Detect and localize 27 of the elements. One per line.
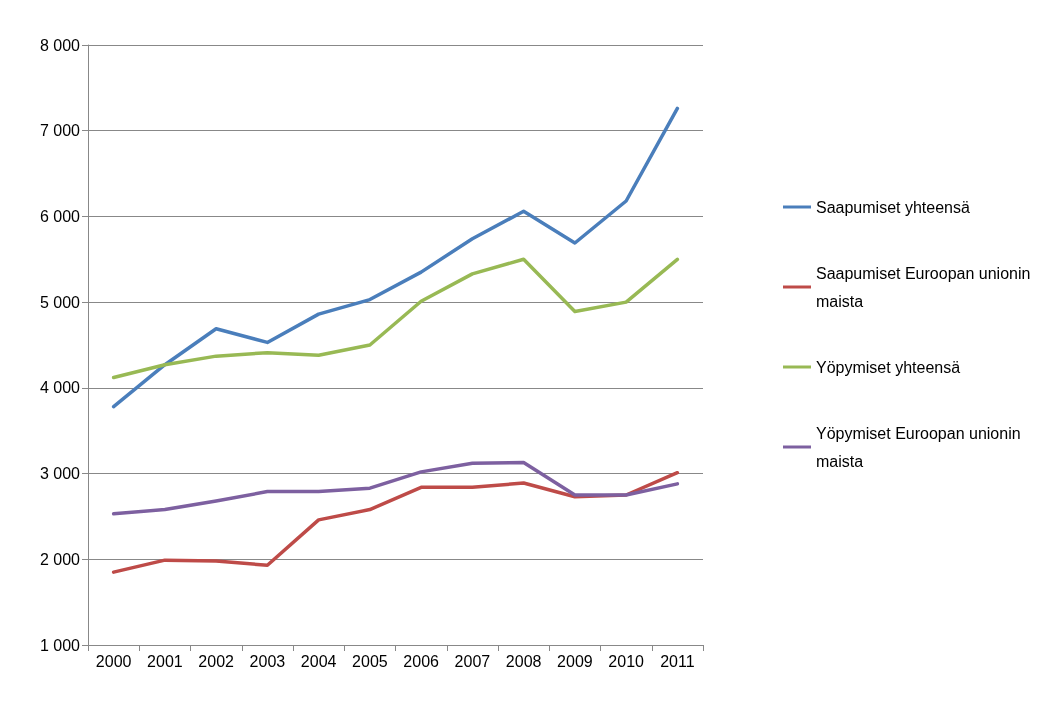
x-tick-label: 2001 (147, 652, 183, 670)
y-tick-label: 7 000 (39, 122, 81, 140)
y-tick-label: 1 000 (39, 636, 81, 654)
y-tick-label: 3 000 (39, 465, 81, 483)
x-tick-label: 2005 (352, 652, 388, 670)
legend-label: Yöpymiset Euroopan unionin maista (816, 424, 1026, 470)
legend-label: Yöpymiset yhteensä (816, 358, 961, 376)
line-series (111, 257, 680, 380)
x-tick-label: 2003 (249, 652, 286, 670)
y-tick-label: 4 000 (39, 379, 81, 397)
x-tick-label: 2002 (198, 652, 235, 670)
x-tick-label: 2007 (454, 652, 491, 670)
line-series (111, 106, 680, 409)
x-tick-label: 2009 (557, 652, 593, 670)
x-tick-label: 2004 (300, 652, 337, 670)
x-tick-label: 2000 (95, 652, 132, 670)
y-tick-label: 2 000 (39, 550, 81, 568)
x-tick-label: 2011 (660, 652, 695, 670)
y-tick-label: 5 000 (39, 293, 81, 311)
x-tick-label: 2010 (608, 652, 645, 670)
line-series (111, 460, 680, 516)
y-tick-label: 6 000 (39, 207, 81, 225)
legend-label: Saapumiset yhteensä (816, 198, 970, 216)
x-tick-label: 2008 (505, 652, 542, 670)
y-tick-label: 8 000 (39, 36, 81, 54)
x-tick-label: 2006 (403, 652, 440, 670)
legend-label: Saapumiset Euroopan unionin maista (816, 264, 1035, 310)
